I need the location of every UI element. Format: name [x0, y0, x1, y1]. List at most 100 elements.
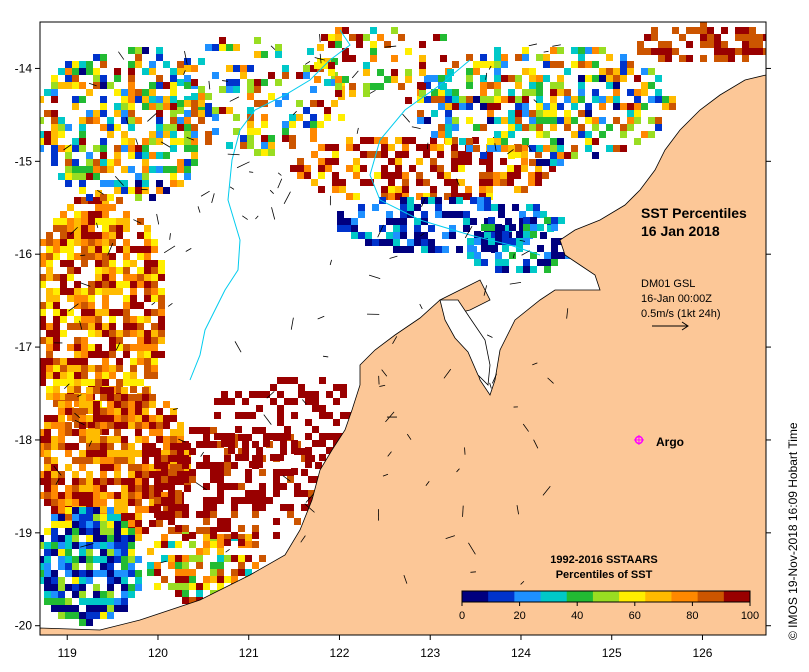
sst-cell — [242, 412, 249, 419]
sst-cell — [214, 433, 221, 440]
sst-cell — [44, 528, 51, 535]
sst-cell — [142, 173, 149, 180]
sst-cell — [72, 443, 79, 450]
sst-cell — [58, 591, 65, 598]
sst-cell — [550, 96, 557, 103]
x-tick-label: 123 — [420, 646, 440, 660]
sst-cell — [458, 151, 465, 158]
sst-cell — [578, 54, 585, 61]
sst-cell — [149, 422, 156, 429]
sst-cell — [51, 131, 58, 138]
sst-cell — [349, 34, 356, 41]
sst-cell — [184, 117, 191, 124]
sst-cell — [620, 68, 627, 75]
sst-cell — [749, 41, 756, 48]
sst-cell — [374, 151, 381, 158]
sst-cell — [312, 440, 319, 447]
sst-cell — [189, 541, 196, 548]
sst-cell — [130, 288, 137, 295]
sst-cell — [419, 69, 426, 76]
sst-cell — [522, 138, 529, 145]
sst-cell — [53, 239, 60, 246]
sst-cell — [65, 159, 72, 166]
sst-cell — [81, 379, 88, 386]
sst-cell — [247, 114, 254, 121]
sst-cell — [217, 525, 224, 532]
sst-cell — [310, 114, 317, 121]
sst-cell — [121, 513, 128, 520]
sst-cell — [170, 408, 177, 415]
sst-cell — [254, 37, 261, 44]
sst-cell — [240, 142, 247, 149]
sst-cell — [177, 436, 184, 443]
sst-cell — [367, 137, 374, 144]
sst-cell — [161, 469, 168, 476]
sst-cell — [557, 82, 564, 89]
sst-cell — [303, 107, 310, 114]
x-tick-label: 125 — [602, 646, 622, 660]
sst-cell — [74, 358, 81, 365]
sst-cell — [210, 469, 217, 476]
sst-cell — [467, 245, 474, 252]
sst-cell — [651, 48, 658, 55]
sst-cell — [407, 239, 414, 246]
sst-cell — [261, 149, 268, 156]
current-vector — [302, 399, 307, 405]
current-vector — [368, 274, 381, 279]
colorbar-title-line1: 1992-2016 SSTAARS — [550, 554, 657, 566]
sst-cell — [81, 337, 88, 344]
sst-cell — [507, 179, 514, 186]
sst-cell — [79, 549, 86, 556]
current-vector — [494, 143, 497, 151]
sst-cell — [182, 525, 189, 532]
sst-cell — [533, 204, 540, 211]
sst-cell — [53, 225, 60, 232]
current-vector — [290, 317, 294, 330]
sst-cell — [109, 239, 116, 246]
sst-cell — [217, 534, 224, 541]
sst-cell — [67, 309, 74, 316]
sst-cell — [184, 100, 191, 107]
sst-cell — [324, 79, 331, 86]
sst-cell — [65, 535, 72, 542]
sst-cell — [44, 457, 51, 464]
sst-cell — [137, 246, 144, 253]
sst-cell — [305, 447, 312, 454]
sst-cell — [245, 469, 252, 476]
sst-cell — [156, 103, 163, 110]
sst-cell — [93, 173, 100, 180]
sst-cell — [431, 131, 438, 138]
sst-cell — [328, 62, 335, 69]
sst-cell — [79, 173, 86, 180]
sst-cell — [252, 562, 259, 569]
sst-cell — [592, 138, 599, 145]
sst-cell — [191, 107, 198, 114]
sst-cell — [233, 114, 240, 121]
sst-cell — [557, 145, 564, 152]
sst-cell — [557, 47, 564, 54]
sst-cell — [498, 211, 505, 218]
sst-cell — [372, 239, 379, 246]
sst-cell — [144, 365, 151, 372]
sst-cell — [662, 103, 669, 110]
sst-cell — [74, 267, 81, 274]
sst-cell — [198, 93, 205, 100]
sst-cell — [210, 569, 217, 576]
sst-cell — [349, 90, 356, 97]
sst-cell — [74, 400, 81, 407]
current-vector — [160, 560, 167, 564]
current-vector — [379, 384, 386, 387]
sst-cell — [135, 180, 142, 187]
sst-cell — [130, 358, 137, 365]
sst-cell — [79, 187, 86, 194]
sst-cell — [342, 76, 349, 83]
sst-cell — [114, 605, 121, 612]
sst-cell — [428, 197, 435, 204]
sst-cell — [86, 485, 93, 492]
sst-cell — [339, 186, 346, 193]
sst-cell — [170, 103, 177, 110]
current-vector — [277, 172, 282, 176]
sst-cell — [509, 252, 516, 259]
sst-cell — [495, 252, 502, 259]
sst-cell — [763, 34, 766, 41]
